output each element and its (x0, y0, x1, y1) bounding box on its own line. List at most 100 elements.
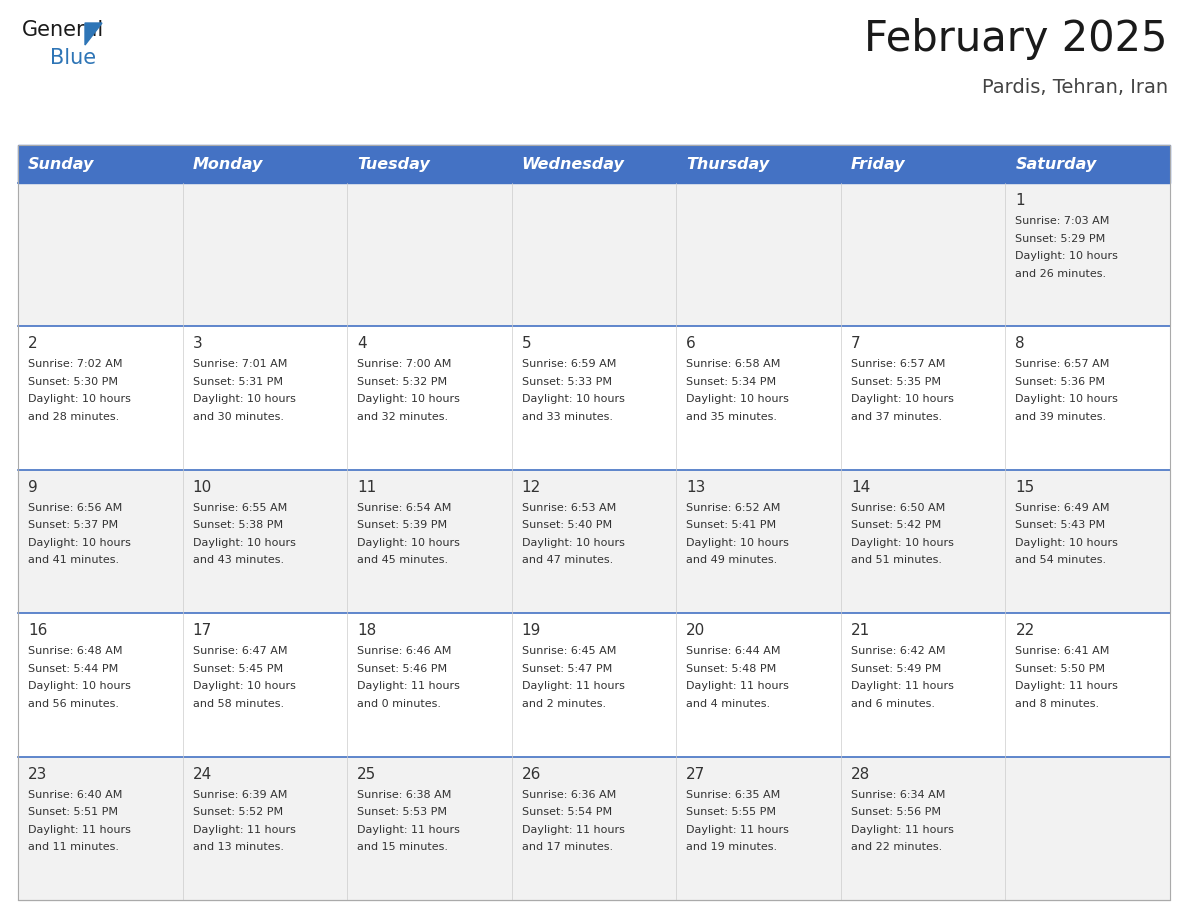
Text: Sunrise: 6:48 AM: Sunrise: 6:48 AM (29, 646, 122, 656)
Text: Daylight: 10 hours: Daylight: 10 hours (29, 681, 131, 691)
Text: Daylight: 11 hours: Daylight: 11 hours (1016, 681, 1118, 691)
Text: Sunrise: 6:35 AM: Sunrise: 6:35 AM (687, 789, 781, 800)
Text: Daylight: 10 hours: Daylight: 10 hours (687, 538, 789, 548)
Text: and 4 minutes.: and 4 minutes. (687, 699, 770, 709)
Text: Daylight: 11 hours: Daylight: 11 hours (851, 824, 954, 834)
Text: Wednesday: Wednesday (522, 156, 625, 172)
Text: Sunset: 5:39 PM: Sunset: 5:39 PM (358, 521, 447, 531)
Text: Sunset: 5:48 PM: Sunset: 5:48 PM (687, 664, 777, 674)
Text: Sunset: 5:55 PM: Sunset: 5:55 PM (687, 807, 776, 817)
Text: Daylight: 11 hours: Daylight: 11 hours (687, 681, 789, 691)
Text: 21: 21 (851, 623, 870, 638)
Text: and 11 minutes.: and 11 minutes. (29, 842, 119, 852)
Text: Sunset: 5:56 PM: Sunset: 5:56 PM (851, 807, 941, 817)
Text: Sunset: 5:46 PM: Sunset: 5:46 PM (358, 664, 447, 674)
Text: Sunrise: 6:41 AM: Sunrise: 6:41 AM (1016, 646, 1110, 656)
Text: 13: 13 (687, 480, 706, 495)
Text: Sunrise: 6:40 AM: Sunrise: 6:40 AM (29, 789, 122, 800)
Text: Daylight: 10 hours: Daylight: 10 hours (687, 395, 789, 405)
Bar (18, 145, 1170, 183)
Text: Sunrise: 6:55 AM: Sunrise: 6:55 AM (192, 503, 286, 513)
Text: and 41 minutes.: and 41 minutes. (29, 555, 119, 565)
Text: Sunrise: 6:45 AM: Sunrise: 6:45 AM (522, 646, 617, 656)
Text: Daylight: 10 hours: Daylight: 10 hours (192, 395, 296, 405)
Text: Sunrise: 6:44 AM: Sunrise: 6:44 AM (687, 646, 781, 656)
Bar (18, 327, 1170, 470)
Text: and 26 minutes.: and 26 minutes. (1016, 268, 1106, 278)
Text: Sunset: 5:49 PM: Sunset: 5:49 PM (851, 664, 941, 674)
Text: Sunrise: 7:03 AM: Sunrise: 7:03 AM (1016, 216, 1110, 226)
Text: General: General (23, 20, 105, 40)
Text: Sunrise: 6:47 AM: Sunrise: 6:47 AM (192, 646, 287, 656)
Text: Sunset: 5:54 PM: Sunset: 5:54 PM (522, 807, 612, 817)
Text: Sunset: 5:37 PM: Sunset: 5:37 PM (29, 521, 118, 531)
Text: and 22 minutes.: and 22 minutes. (851, 842, 942, 852)
Text: Sunset: 5:51 PM: Sunset: 5:51 PM (29, 807, 118, 817)
Text: 4: 4 (358, 336, 367, 352)
Text: 19: 19 (522, 623, 541, 638)
Text: and 13 minutes.: and 13 minutes. (192, 842, 284, 852)
Polygon shape (86, 23, 102, 45)
Text: Saturday: Saturday (1016, 156, 1097, 172)
Text: and 8 minutes.: and 8 minutes. (1016, 699, 1100, 709)
Text: 16: 16 (29, 623, 48, 638)
Text: and 32 minutes.: and 32 minutes. (358, 412, 448, 422)
Text: Sunset: 5:45 PM: Sunset: 5:45 PM (192, 664, 283, 674)
Text: and 58 minutes.: and 58 minutes. (192, 699, 284, 709)
Bar (18, 470, 1170, 613)
Text: and 39 minutes.: and 39 minutes. (1016, 412, 1106, 422)
Text: Monday: Monday (192, 156, 263, 172)
Text: Daylight: 10 hours: Daylight: 10 hours (192, 538, 296, 548)
Text: Daylight: 10 hours: Daylight: 10 hours (851, 538, 954, 548)
Text: and 30 minutes.: and 30 minutes. (192, 412, 284, 422)
Text: Sunset: 5:35 PM: Sunset: 5:35 PM (851, 377, 941, 386)
Text: Daylight: 10 hours: Daylight: 10 hours (851, 395, 954, 405)
Text: Sunset: 5:29 PM: Sunset: 5:29 PM (1016, 233, 1106, 243)
Text: Daylight: 10 hours: Daylight: 10 hours (522, 395, 625, 405)
Text: Sunset: 5:50 PM: Sunset: 5:50 PM (1016, 664, 1105, 674)
Text: Blue: Blue (50, 48, 96, 68)
Text: 10: 10 (192, 480, 211, 495)
Text: Sunrise: 6:50 AM: Sunrise: 6:50 AM (851, 503, 946, 513)
Text: Daylight: 11 hours: Daylight: 11 hours (358, 681, 460, 691)
Text: 12: 12 (522, 480, 541, 495)
Text: 24: 24 (192, 767, 211, 781)
Text: 26: 26 (522, 767, 541, 781)
Text: Sunset: 5:32 PM: Sunset: 5:32 PM (358, 377, 447, 386)
Text: Sunrise: 6:58 AM: Sunrise: 6:58 AM (687, 360, 781, 369)
Text: Daylight: 10 hours: Daylight: 10 hours (1016, 395, 1118, 405)
Text: 8: 8 (1016, 336, 1025, 352)
Text: and 28 minutes.: and 28 minutes. (29, 412, 119, 422)
Text: Pardis, Tehran, Iran: Pardis, Tehran, Iran (981, 78, 1168, 97)
Text: Sunset: 5:31 PM: Sunset: 5:31 PM (192, 377, 283, 386)
Text: Tuesday: Tuesday (358, 156, 430, 172)
Text: Sunset: 5:38 PM: Sunset: 5:38 PM (192, 521, 283, 531)
Text: Sunrise: 6:46 AM: Sunrise: 6:46 AM (358, 646, 451, 656)
Text: Daylight: 10 hours: Daylight: 10 hours (522, 538, 625, 548)
Text: and 17 minutes.: and 17 minutes. (522, 842, 613, 852)
Text: Sunrise: 6:53 AM: Sunrise: 6:53 AM (522, 503, 615, 513)
Text: Sunset: 5:53 PM: Sunset: 5:53 PM (358, 807, 447, 817)
Text: Daylight: 11 hours: Daylight: 11 hours (687, 824, 789, 834)
Bar (18, 183, 1170, 327)
Text: 27: 27 (687, 767, 706, 781)
Text: Sunrise: 6:57 AM: Sunrise: 6:57 AM (1016, 360, 1110, 369)
Text: Daylight: 10 hours: Daylight: 10 hours (1016, 251, 1118, 261)
Text: 15: 15 (1016, 480, 1035, 495)
Bar (18, 756, 1170, 900)
Text: and 0 minutes.: and 0 minutes. (358, 699, 441, 709)
Text: 3: 3 (192, 336, 202, 352)
Text: Sunrise: 6:42 AM: Sunrise: 6:42 AM (851, 646, 946, 656)
Text: and 43 minutes.: and 43 minutes. (192, 555, 284, 565)
Text: Friday: Friday (851, 156, 905, 172)
Text: Sunset: 5:42 PM: Sunset: 5:42 PM (851, 521, 941, 531)
Text: Sunrise: 6:52 AM: Sunrise: 6:52 AM (687, 503, 781, 513)
Text: Sunset: 5:36 PM: Sunset: 5:36 PM (1016, 377, 1105, 386)
Text: Daylight: 11 hours: Daylight: 11 hours (358, 824, 460, 834)
Text: 28: 28 (851, 767, 870, 781)
Text: Sunset: 5:44 PM: Sunset: 5:44 PM (29, 664, 119, 674)
Text: Daylight: 10 hours: Daylight: 10 hours (1016, 538, 1118, 548)
Text: and 37 minutes.: and 37 minutes. (851, 412, 942, 422)
Text: Sunrise: 6:59 AM: Sunrise: 6:59 AM (522, 360, 617, 369)
Text: Daylight: 10 hours: Daylight: 10 hours (358, 395, 460, 405)
